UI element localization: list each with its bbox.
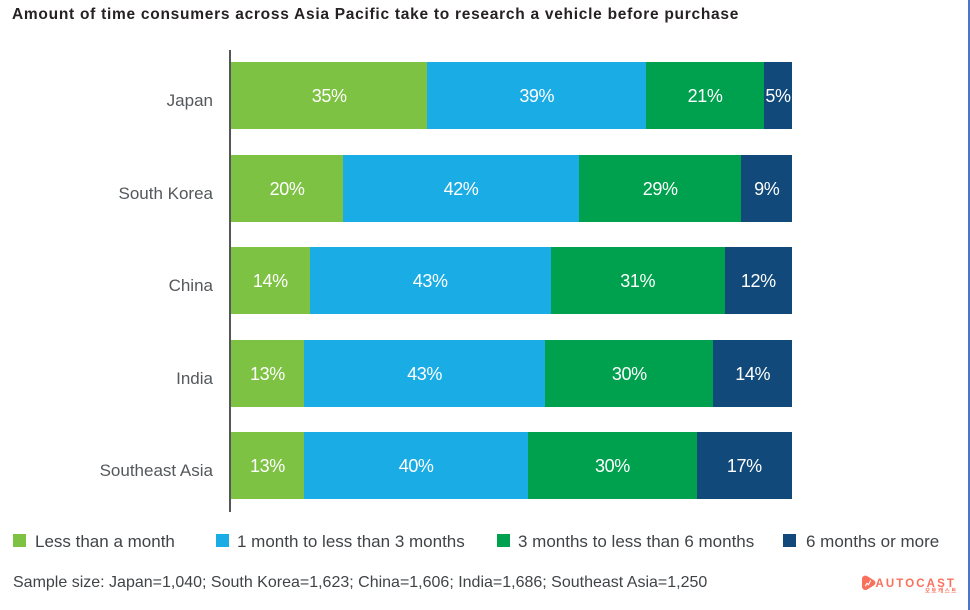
svg-text:AUTOCAST: AUTOCAST (876, 578, 956, 590)
svg-text:오토캐스트: 오토캐스트 (925, 587, 958, 595)
